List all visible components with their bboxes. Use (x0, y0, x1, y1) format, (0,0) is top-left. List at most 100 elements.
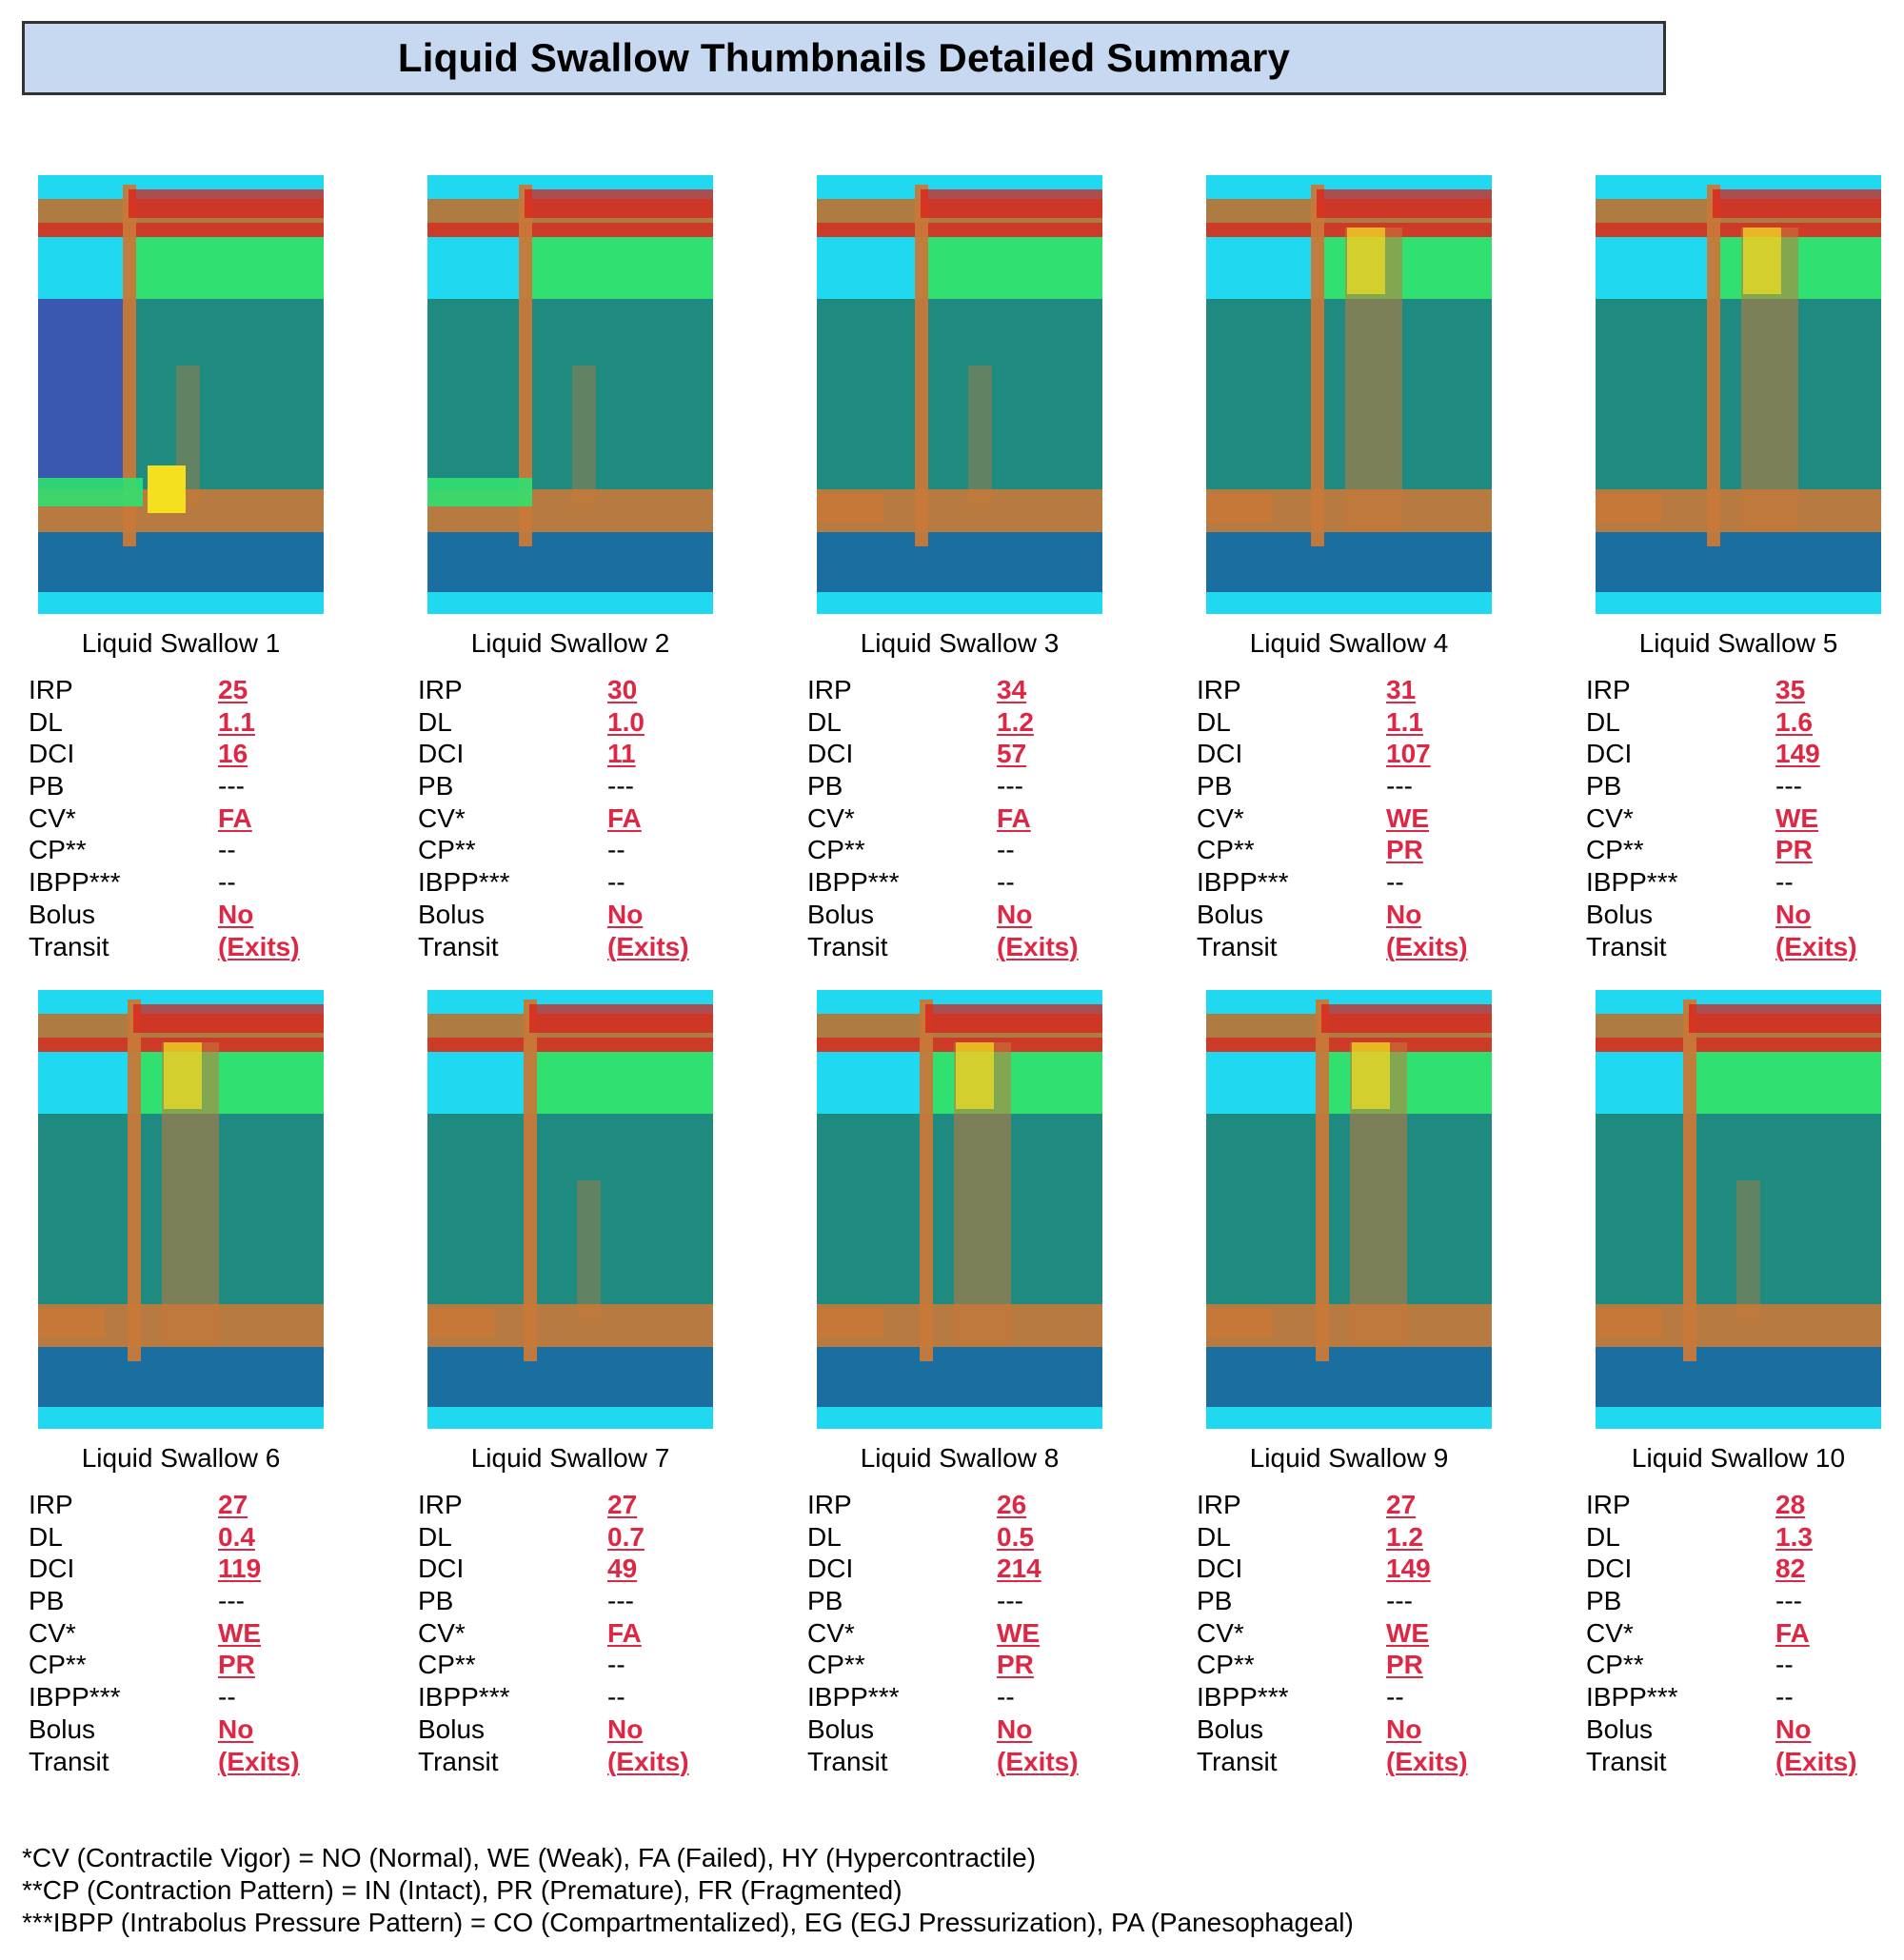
footnote-cv: *CV (Contractile Vigor) = NO (Normal), W… (22, 1843, 1037, 1872)
manometry-thumbnail-3 (817, 175, 1102, 614)
metric-label-cv: CV* (1197, 1617, 1244, 1648)
footnote-cp: **CP (Contraction Pattern) = IN (Intact)… (22, 1875, 902, 1905)
metric-value-irp: 28 (1775, 1490, 1806, 1519)
metric-row-irp: IRP 26 (807, 1489, 1188, 1521)
metric-row-transit: Transit (Exits) (29, 1746, 409, 1778)
metric-value-pb: --- (607, 1586, 634, 1616)
metric-value-dl: 0.4 (218, 1521, 255, 1552)
metric-row-bolus: Bolus No (1197, 899, 1577, 931)
metric-label-irp: IRP (29, 1490, 73, 1519)
metric-label-dci: DCI (29, 739, 75, 769)
metric-label-irp: IRP (807, 1490, 852, 1519)
metric-value-bolus: No (607, 899, 644, 929)
metric-value-dl: 1.2 (997, 706, 1034, 737)
metric-label-dl: DL (1586, 706, 1620, 737)
manometry-thumbnail-1 (38, 175, 324, 614)
metric-label-dci: DCI (29, 1554, 75, 1584)
metric-row-ibpp: IBPP*** -- (29, 1681, 409, 1713)
metric-row-irp: IRP 27 (1197, 1489, 1577, 1521)
metric-label-cv: CV* (418, 802, 466, 833)
metric-row-pb: PB --- (29, 770, 409, 802)
metric-label-ibpp: IBPP*** (1197, 867, 1289, 898)
swallow-metrics-3: IRP 34 DL 1.2 DCI 57 PB --- CV* FA CP** -- IBPP*** --… (807, 674, 1188, 962)
metric-label-dci: DCI (807, 739, 854, 769)
metric-value-dci: 57 (997, 739, 1027, 769)
metric-label-ibpp: IBPP*** (1586, 867, 1678, 898)
metric-row-ibpp: IBPP*** -- (418, 1681, 799, 1713)
metric-value-cv: FA (1775, 1617, 1810, 1648)
metric-row-bolus: Bolus No (418, 899, 799, 931)
metric-row-transit: Transit (Exits) (1586, 1746, 1904, 1778)
manometry-thumbnail-2 (427, 175, 713, 614)
metric-value-bolus: No (1775, 899, 1812, 929)
metric-label-cp: CP** (418, 1650, 476, 1680)
metric-row-bolus: Bolus No (29, 1713, 409, 1746)
metric-row-dci: DCI 82 (1586, 1553, 1904, 1585)
metric-label-irp: IRP (1586, 675, 1631, 704)
metric-row-dl: DL 0.4 (29, 1521, 409, 1554)
metric-value-transit: (Exits) (218, 1746, 300, 1776)
manometry-thumbnail-9 (1206, 990, 1492, 1429)
metric-row-pb: PB --- (807, 770, 1188, 802)
metric-value-pb: --- (997, 771, 1023, 802)
metric-value-bolus: No (997, 1713, 1033, 1744)
metric-value-dl: 1.1 (218, 706, 255, 737)
metric-label-cp: CP** (29, 835, 87, 865)
pressure-topography-plot (1596, 990, 1881, 1429)
pressure-topography-plot (817, 990, 1102, 1429)
metric-label-ibpp: IBPP*** (418, 867, 510, 898)
metric-label-transit: Transit (1586, 1746, 1667, 1776)
metric-value-pb: --- (1386, 771, 1413, 802)
metric-row-dl: DL 0.5 (807, 1521, 1188, 1554)
metric-row-transit: Transit (Exits) (1197, 1746, 1577, 1778)
metric-value-pb: --- (1386, 1586, 1413, 1616)
metric-row-dci: DCI 49 (418, 1553, 799, 1585)
metric-label-bolus: Bolus (418, 899, 486, 929)
manometry-thumbnail-8 (817, 990, 1102, 1429)
metric-row-ibpp: IBPP*** -- (807, 866, 1188, 899)
metric-row-cp: CP** PR (807, 1649, 1188, 1681)
metric-row-cv: CV* WE (29, 1617, 409, 1650)
metric-value-cv: FA (607, 1617, 642, 1648)
metric-row-ibpp: IBPP*** -- (1586, 866, 1904, 899)
metric-value-transit: (Exits) (1775, 1746, 1857, 1776)
metric-label-dl: DL (1586, 1521, 1620, 1552)
metric-row-dci: DCI 214 (807, 1553, 1188, 1585)
metric-label-cp: CP** (1197, 1650, 1255, 1680)
metric-value-bolus: No (1775, 1713, 1812, 1744)
metric-value-cv: WE (1775, 802, 1819, 833)
metric-label-ibpp: IBPP*** (1586, 1682, 1678, 1713)
manometry-thumbnail-4 (1206, 175, 1492, 614)
metric-value-pb: --- (997, 1586, 1023, 1616)
metric-label-transit: Transit (807, 931, 888, 961)
swallow-metrics-1: IRP 25 DL 1.1 DCI 16 PB --- CV* FA CP** -- IBPP*** --… (29, 674, 409, 962)
metric-value-dl: 1.0 (607, 706, 645, 737)
metric-value-irp: 27 (607, 1490, 638, 1519)
metric-row-transit: Transit (Exits) (807, 931, 1188, 963)
metric-label-dl: DL (1197, 1521, 1231, 1552)
metric-value-irp: 35 (1775, 675, 1806, 704)
metric-row-irp: IRP 30 (418, 674, 799, 706)
metric-row-bolus: Bolus No (1586, 899, 1904, 931)
swallow-caption-3: Liquid Swallow 3 (860, 628, 1060, 658)
metric-value-ibpp: -- (1775, 867, 1794, 898)
metric-row-ibpp: IBPP*** -- (1197, 866, 1577, 899)
metric-row-pb: PB --- (1586, 1585, 1904, 1617)
metric-label-irp: IRP (1197, 1490, 1241, 1519)
metric-value-irp: 25 (218, 675, 248, 704)
metric-row-transit: Transit (Exits) (29, 931, 409, 963)
pressure-topography-plot (1596, 175, 1881, 614)
metric-label-cp: CP** (1586, 835, 1644, 865)
metric-value-dci: 149 (1386, 1554, 1431, 1584)
manometry-thumbnail-10 (1596, 990, 1881, 1429)
metric-value-cp: PR (1775, 835, 1813, 865)
metric-row-bolus: Bolus No (29, 899, 409, 931)
metric-label-cp: CP** (1197, 835, 1255, 865)
metric-label-dci: DCI (807, 1554, 854, 1584)
metric-row-pb: PB --- (807, 1585, 1188, 1617)
metric-label-dci: DCI (1197, 739, 1243, 769)
metric-row-transit: Transit (Exits) (807, 1746, 1188, 1778)
metric-label-pb: PB (1197, 771, 1233, 802)
metric-value-ibpp: -- (218, 867, 236, 898)
metric-row-pb: PB --- (1197, 1585, 1577, 1617)
